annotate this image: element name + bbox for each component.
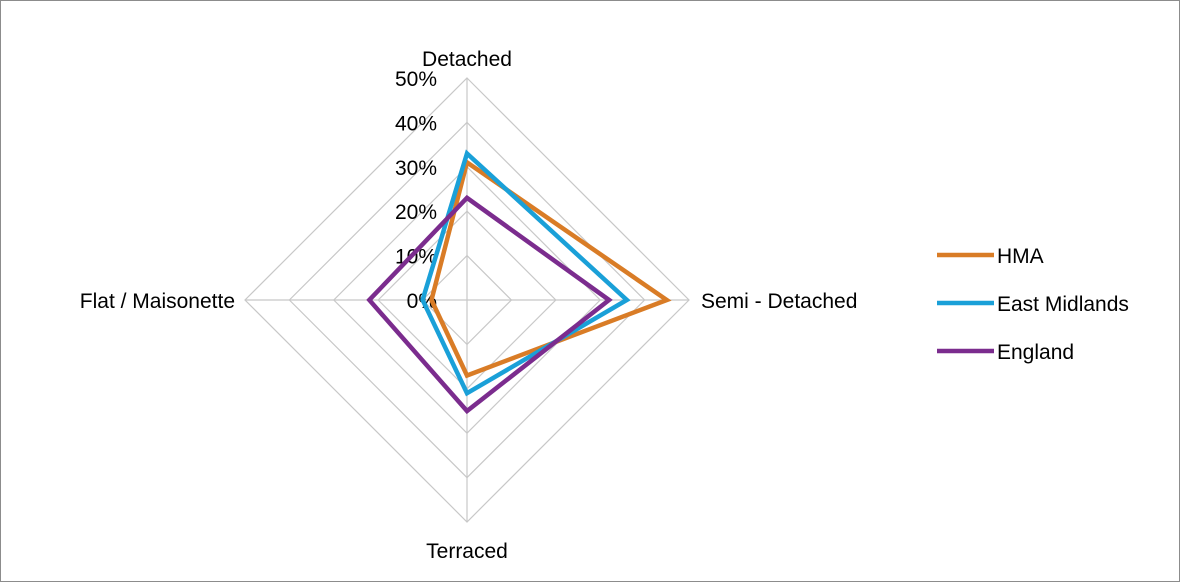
category-label: Terraced xyxy=(426,540,508,563)
legend-label: England xyxy=(997,341,1074,364)
category-label: Flat / Maisonette xyxy=(80,290,235,313)
category-label: Detached xyxy=(422,48,512,71)
radial-tick-label: 40% xyxy=(395,112,437,135)
series-layer xyxy=(366,149,672,415)
radial-tick-label: 20% xyxy=(395,201,437,224)
legend-label: East Midlands xyxy=(997,293,1129,316)
series-line-hma xyxy=(429,158,672,379)
category-label: Semi - Detached xyxy=(701,290,857,313)
radial-tick-label: 50% xyxy=(395,68,437,91)
legend-label: HMA xyxy=(997,245,1044,268)
series-line-england xyxy=(366,194,613,415)
radial-tick-label: 30% xyxy=(395,157,437,180)
category-label-layer: Detached Semi - Detached Terraced Flat / Ma… xyxy=(80,48,858,563)
legend: HMA East Midlands England xyxy=(937,245,1129,364)
series-line-east-midlands xyxy=(420,149,631,397)
